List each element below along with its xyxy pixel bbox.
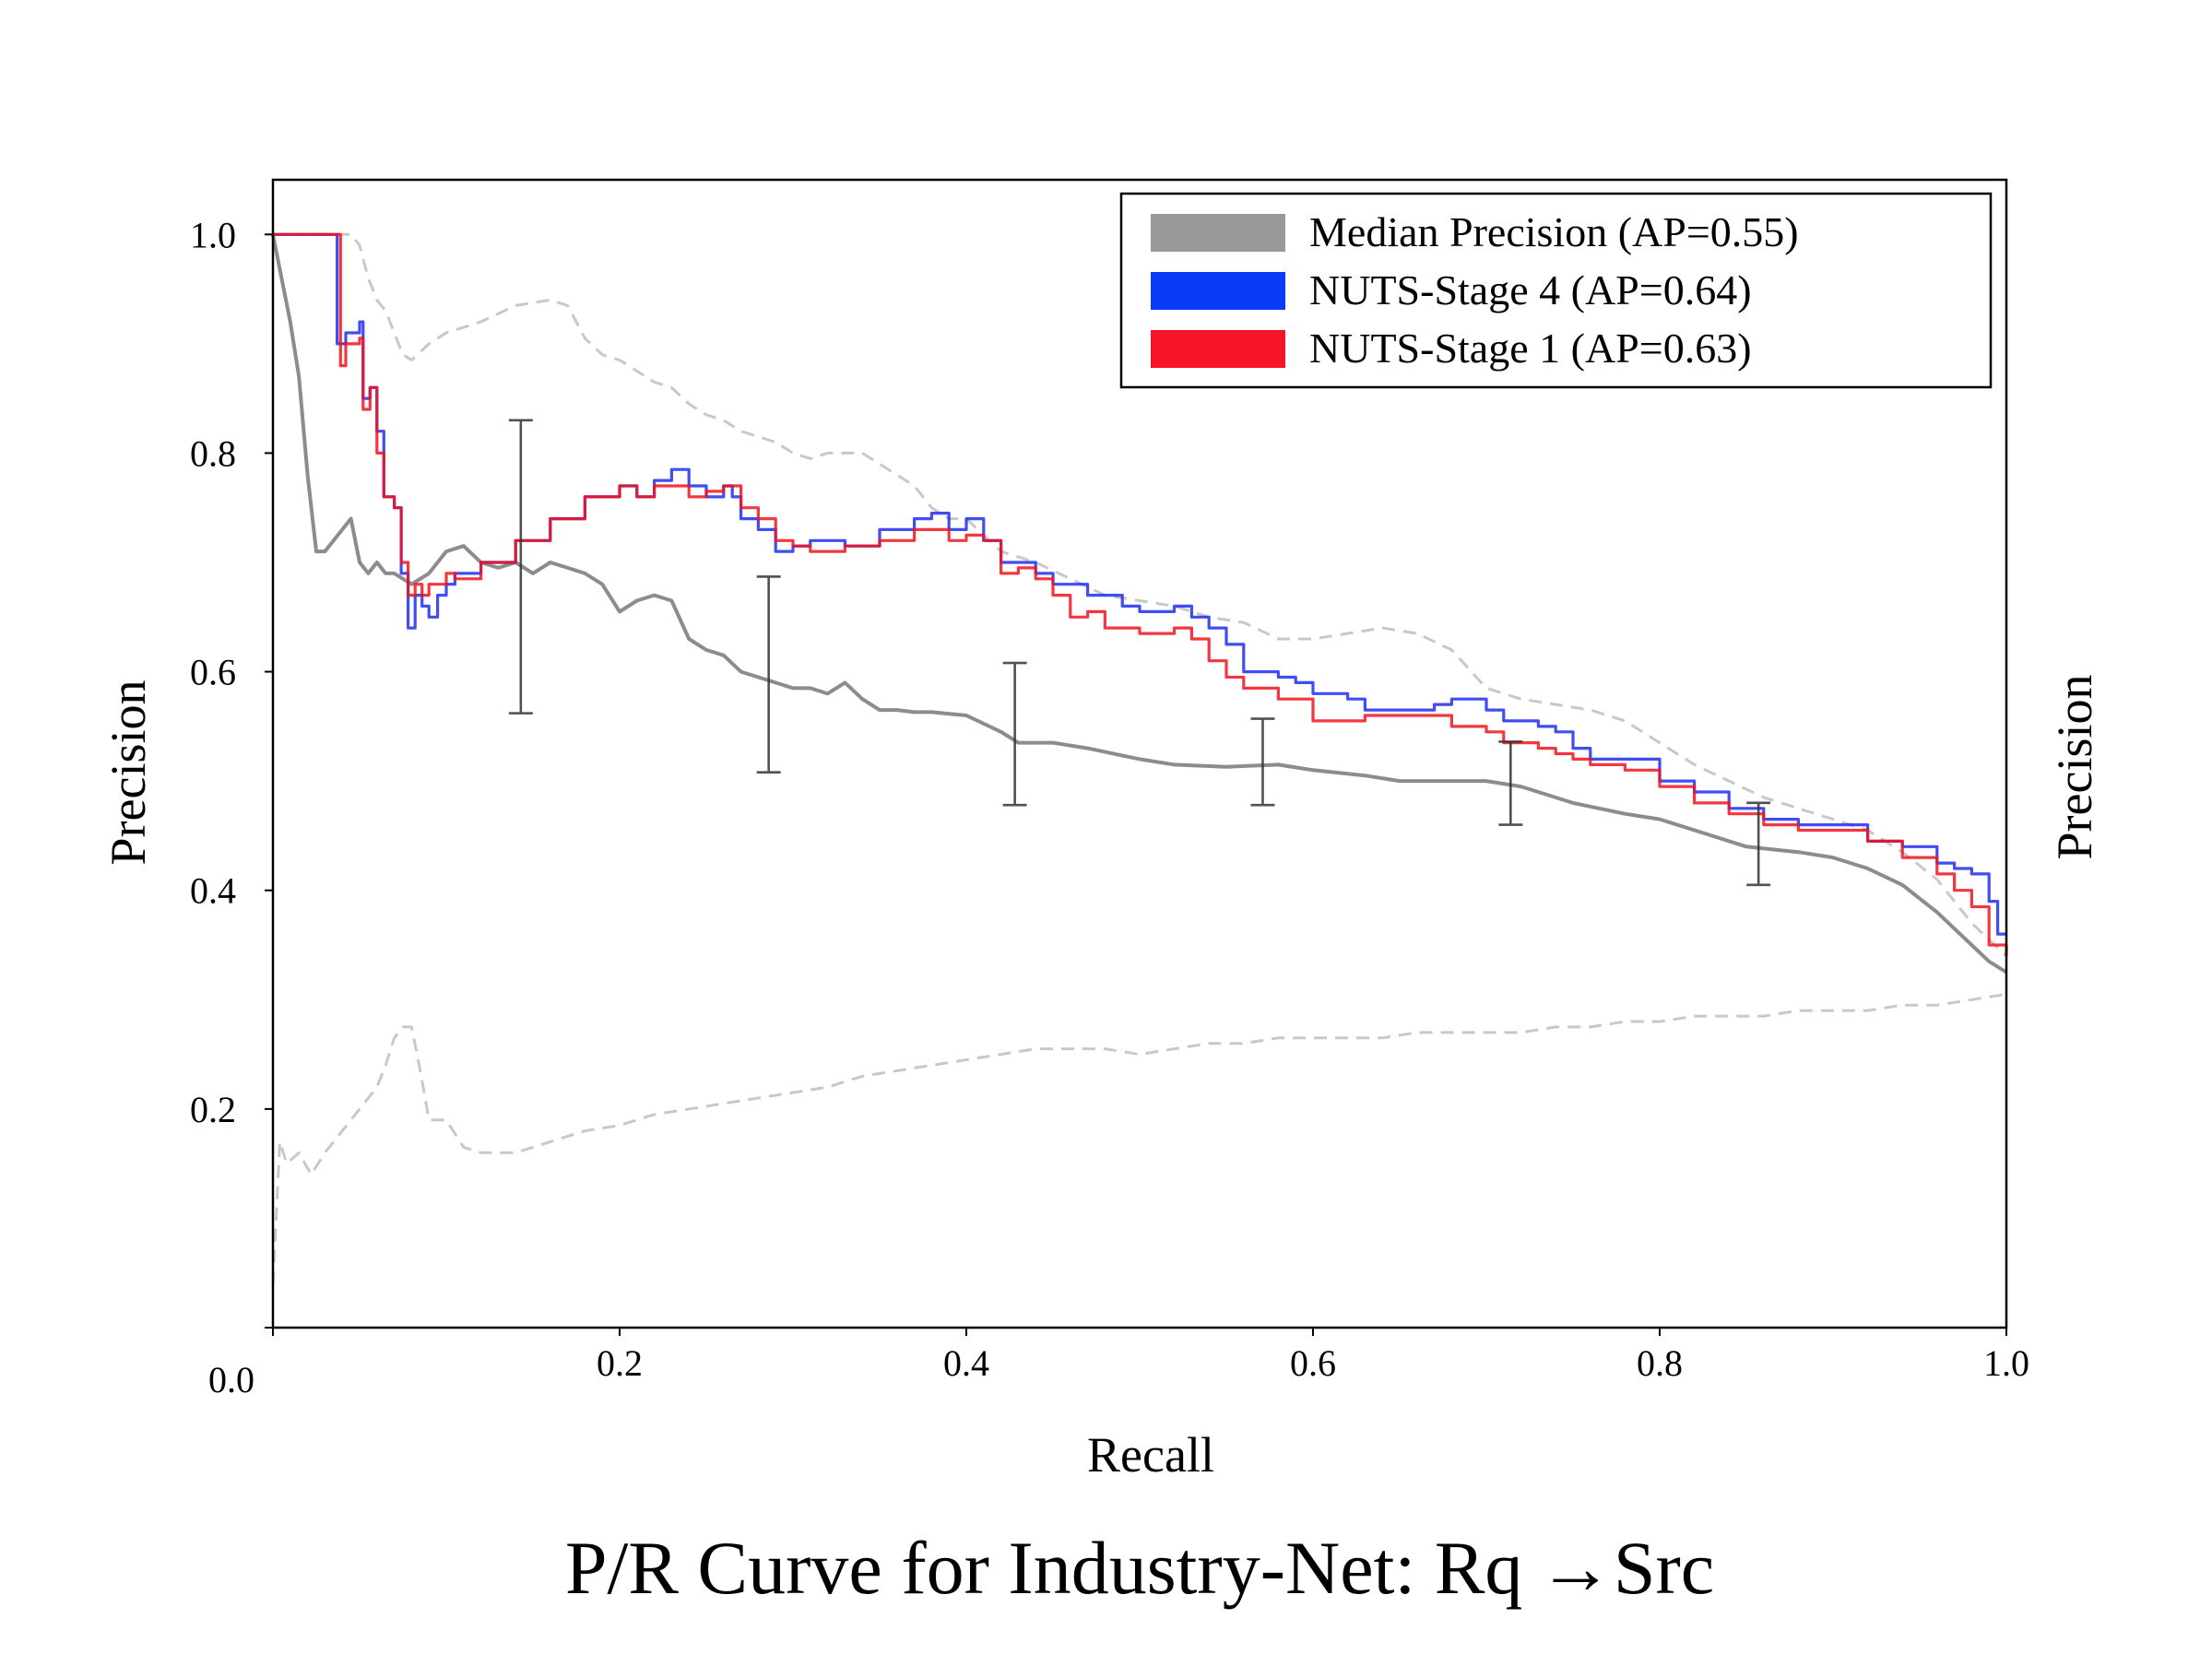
chart-title: P/R Curve for Industry-Net: Rq →Src: [565, 1526, 1714, 1610]
legend: Median Precision (AP=0.55) NUTS-Stage 4 …: [1119, 192, 1993, 389]
y-tick-label: 0.8: [190, 432, 236, 474]
legend-label-median: Median Precision (AP=0.55): [1309, 208, 1799, 255]
lower-bound-dashed-line: [271, 992, 2007, 1284]
y-tick-label: 1.0: [190, 214, 236, 255]
error-bar-layer: [508, 419, 1771, 887]
nuts-stage-4-line: [273, 232, 2006, 936]
nuts-stage-1-line: [273, 232, 2008, 956]
upper-bound-dashed-line: [273, 232, 2008, 957]
x-tick-label: 0.4: [943, 1342, 989, 1384]
x-tick-label: 1.0: [1983, 1342, 2029, 1384]
y-tick-label: 0.4: [190, 870, 236, 912]
error-bar-1: [756, 575, 781, 774]
error-bar-0: [508, 419, 533, 715]
legend-label-stage-4: NUTS-Stage 4 (AP=0.64): [1309, 266, 1752, 313]
error-bar-3: [1250, 717, 1275, 807]
x-tick-label: 0.6: [1290, 1342, 1336, 1384]
median-precision-line: [271, 233, 2008, 975]
x-tick-label: 0.8: [1637, 1342, 1683, 1384]
error-bar-2: [1002, 661, 1027, 807]
legend-swatch-median: [1151, 214, 1285, 252]
y-axis-label: Precision: [101, 680, 156, 866]
plot-frame: [271, 178, 2008, 1329]
x-tick-label: 0.0: [208, 1359, 254, 1400]
y-axis-label-right: Precision: [2047, 675, 2102, 860]
x-tick-label: 0.2: [597, 1342, 643, 1384]
x-axis-label: Recall: [1087, 1427, 1214, 1483]
legend-swatch-stage-1: [1151, 330, 1285, 368]
y-tick-label: 0.2: [190, 1089, 236, 1130]
tick-layer: 0.0 0.2 0.4 0.6 0.8 1.0 0.2 0.4 0.6 0.8 1.0: [190, 214, 2029, 1400]
error-bar-5: [1746, 801, 1771, 887]
legend-label-stage-1: NUTS-Stage 1 (AP=0.63): [1309, 325, 1752, 372]
legend-swatch-stage-4: [1151, 272, 1285, 310]
error-bar-4: [1498, 740, 1523, 826]
y-tick-label: 0.6: [190, 652, 236, 693]
series-layer: [271, 232, 2008, 1284]
